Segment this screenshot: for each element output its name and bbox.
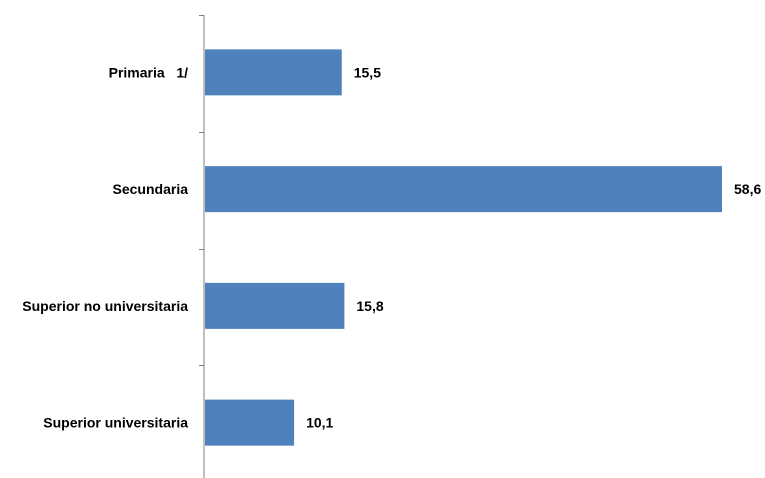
bar-3 (205, 399, 295, 446)
value-label: 10,1 (306, 415, 333, 431)
category-label: Primaria 1/ (109, 64, 188, 80)
category-label: Superior no universitaria (22, 298, 188, 314)
category-label: Secundaria (113, 181, 189, 197)
axis-layer (199, 15, 205, 478)
value-label: 15,8 (356, 298, 383, 314)
value-label: 58,6 (734, 181, 761, 197)
category-label: Superior universitaria (43, 415, 188, 431)
label-layer: Primaria 1/15,5 Secundaria 58,6 Superior no… (22, 64, 761, 430)
bar-1 (205, 166, 722, 213)
bar-0 (205, 49, 342, 96)
value-label: 15,5 (354, 64, 381, 80)
bar-layer (205, 49, 722, 446)
bar-2 (205, 282, 345, 329)
